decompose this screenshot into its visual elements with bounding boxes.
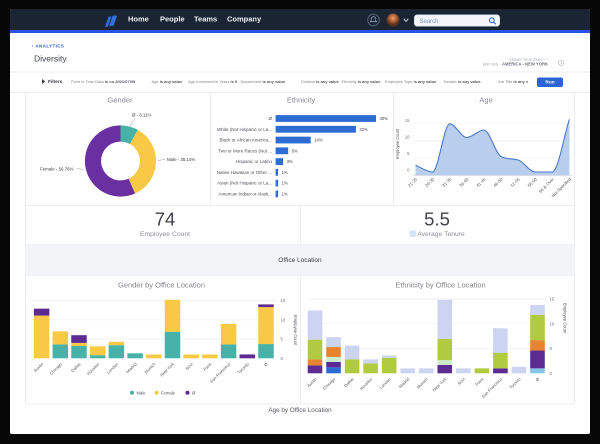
svg-text:Dallas: Dallas xyxy=(70,361,82,373)
svg-text:1%: 1% xyxy=(282,181,288,186)
svg-text:Novi: Novi xyxy=(457,376,467,386)
svg-text:10: 10 xyxy=(550,321,555,326)
svg-text:51-55: 51-55 xyxy=(509,176,521,188)
svg-text:15: 15 xyxy=(550,297,555,302)
svg-text:White (Not Hispanic or La...: White (Not Hispanic or La... xyxy=(217,127,272,132)
svg-text:Male - 35.14%: Male - 35.14% xyxy=(167,157,195,162)
svg-text:36-40: 36-40 xyxy=(458,176,470,188)
svg-text:Black or African America...: Black or African America... xyxy=(219,138,272,143)
svg-text:Paris: Paris xyxy=(474,376,484,386)
svg-text:Dallas: Dallas xyxy=(343,376,355,388)
svg-text:14%: 14% xyxy=(314,138,323,143)
svg-text:Madrid: Madrid xyxy=(125,361,138,374)
svg-text:41-45: 41-45 xyxy=(475,176,487,188)
svg-text:Austin: Austin xyxy=(306,376,318,388)
svg-text:3%: 3% xyxy=(287,159,293,164)
svg-text:London: London xyxy=(378,376,392,390)
svg-text:Native Hawaiian or Other ...: Native Hawaiian or Other ... xyxy=(217,170,272,175)
svg-text:Ø - 8.11%: Ø - 8.11% xyxy=(132,113,152,118)
svg-text:Employee Count: Employee Count xyxy=(395,128,400,159)
svg-text:15: 15 xyxy=(405,118,410,123)
svg-text:Munich: Munich xyxy=(143,361,157,375)
svg-text:Munich: Munich xyxy=(416,376,430,390)
svg-text:Novi: Novi xyxy=(184,361,194,371)
svg-text:15: 15 xyxy=(281,298,286,303)
svg-text:Houston: Houston xyxy=(86,361,101,376)
svg-text:Two or More Races (Not ...: Two or More Races (Not ... xyxy=(218,148,272,153)
svg-text:Madrid: Madrid xyxy=(398,376,411,389)
svg-text:San Francisco: San Francisco xyxy=(481,376,504,399)
svg-text:Ø: Ø xyxy=(192,390,196,395)
svg-text:New York: New York xyxy=(431,376,448,393)
svg-text:5%: 5% xyxy=(292,148,298,153)
svg-text:5: 5 xyxy=(281,337,284,342)
svg-text:Employee Count: Employee Count xyxy=(563,303,568,334)
svg-text:Male: Male xyxy=(137,390,147,395)
svg-text:Female - 56.76%: Female - 56.76% xyxy=(40,167,74,172)
svg-text:San Francisco: San Francisco xyxy=(209,361,232,384)
svg-text:1%: 1% xyxy=(282,170,288,175)
svg-text:1%: 1% xyxy=(282,191,288,196)
svg-text:0: 0 xyxy=(550,371,553,376)
svg-text:31-35: 31-35 xyxy=(441,176,453,188)
svg-text:Employee Count: Employee Count xyxy=(293,315,298,346)
svg-text:Female: Female xyxy=(161,390,176,395)
svg-text:5: 5 xyxy=(407,151,410,156)
svg-text:Austin: Austin xyxy=(33,361,45,373)
svg-text:Ø: Ø xyxy=(534,376,540,382)
svg-text:5: 5 xyxy=(550,346,553,351)
svg-text:Hispanic or Latino: Hispanic or Latino xyxy=(236,159,273,164)
svg-text:Toronto: Toronto xyxy=(508,376,522,390)
svg-text:56-60: 56-60 xyxy=(527,176,539,188)
svg-text:American Indian or Alask...: American Indian or Alask... xyxy=(218,191,272,196)
svg-text:Ø: Ø xyxy=(268,116,272,121)
svg-text:46-50: 46-50 xyxy=(492,176,504,188)
svg-text:40%: 40% xyxy=(380,116,389,121)
svg-text:32%: 32% xyxy=(359,127,368,132)
svg-text:Ø: Ø xyxy=(263,361,269,367)
svg-text:Asian (Not Hispanic or La...: Asian (Not Hispanic or La... xyxy=(217,181,272,186)
svg-text:Chicago: Chicago xyxy=(49,361,64,376)
svg-text:26-30: 26-30 xyxy=(424,176,436,188)
svg-text:21-25: 21-25 xyxy=(407,176,419,188)
svg-text:0: 0 xyxy=(281,356,284,361)
svg-text:London: London xyxy=(106,361,120,375)
svg-text:Toronto: Toronto xyxy=(237,361,251,375)
svg-text:New York: New York xyxy=(159,361,176,378)
svg-text:Houston: Houston xyxy=(359,376,374,391)
svg-text:0: 0 xyxy=(407,168,410,173)
svg-text:10: 10 xyxy=(405,135,410,140)
svg-text:Chicago: Chicago xyxy=(322,376,337,391)
svg-text:Paris: Paris xyxy=(202,361,212,371)
svg-text:10: 10 xyxy=(281,317,286,322)
